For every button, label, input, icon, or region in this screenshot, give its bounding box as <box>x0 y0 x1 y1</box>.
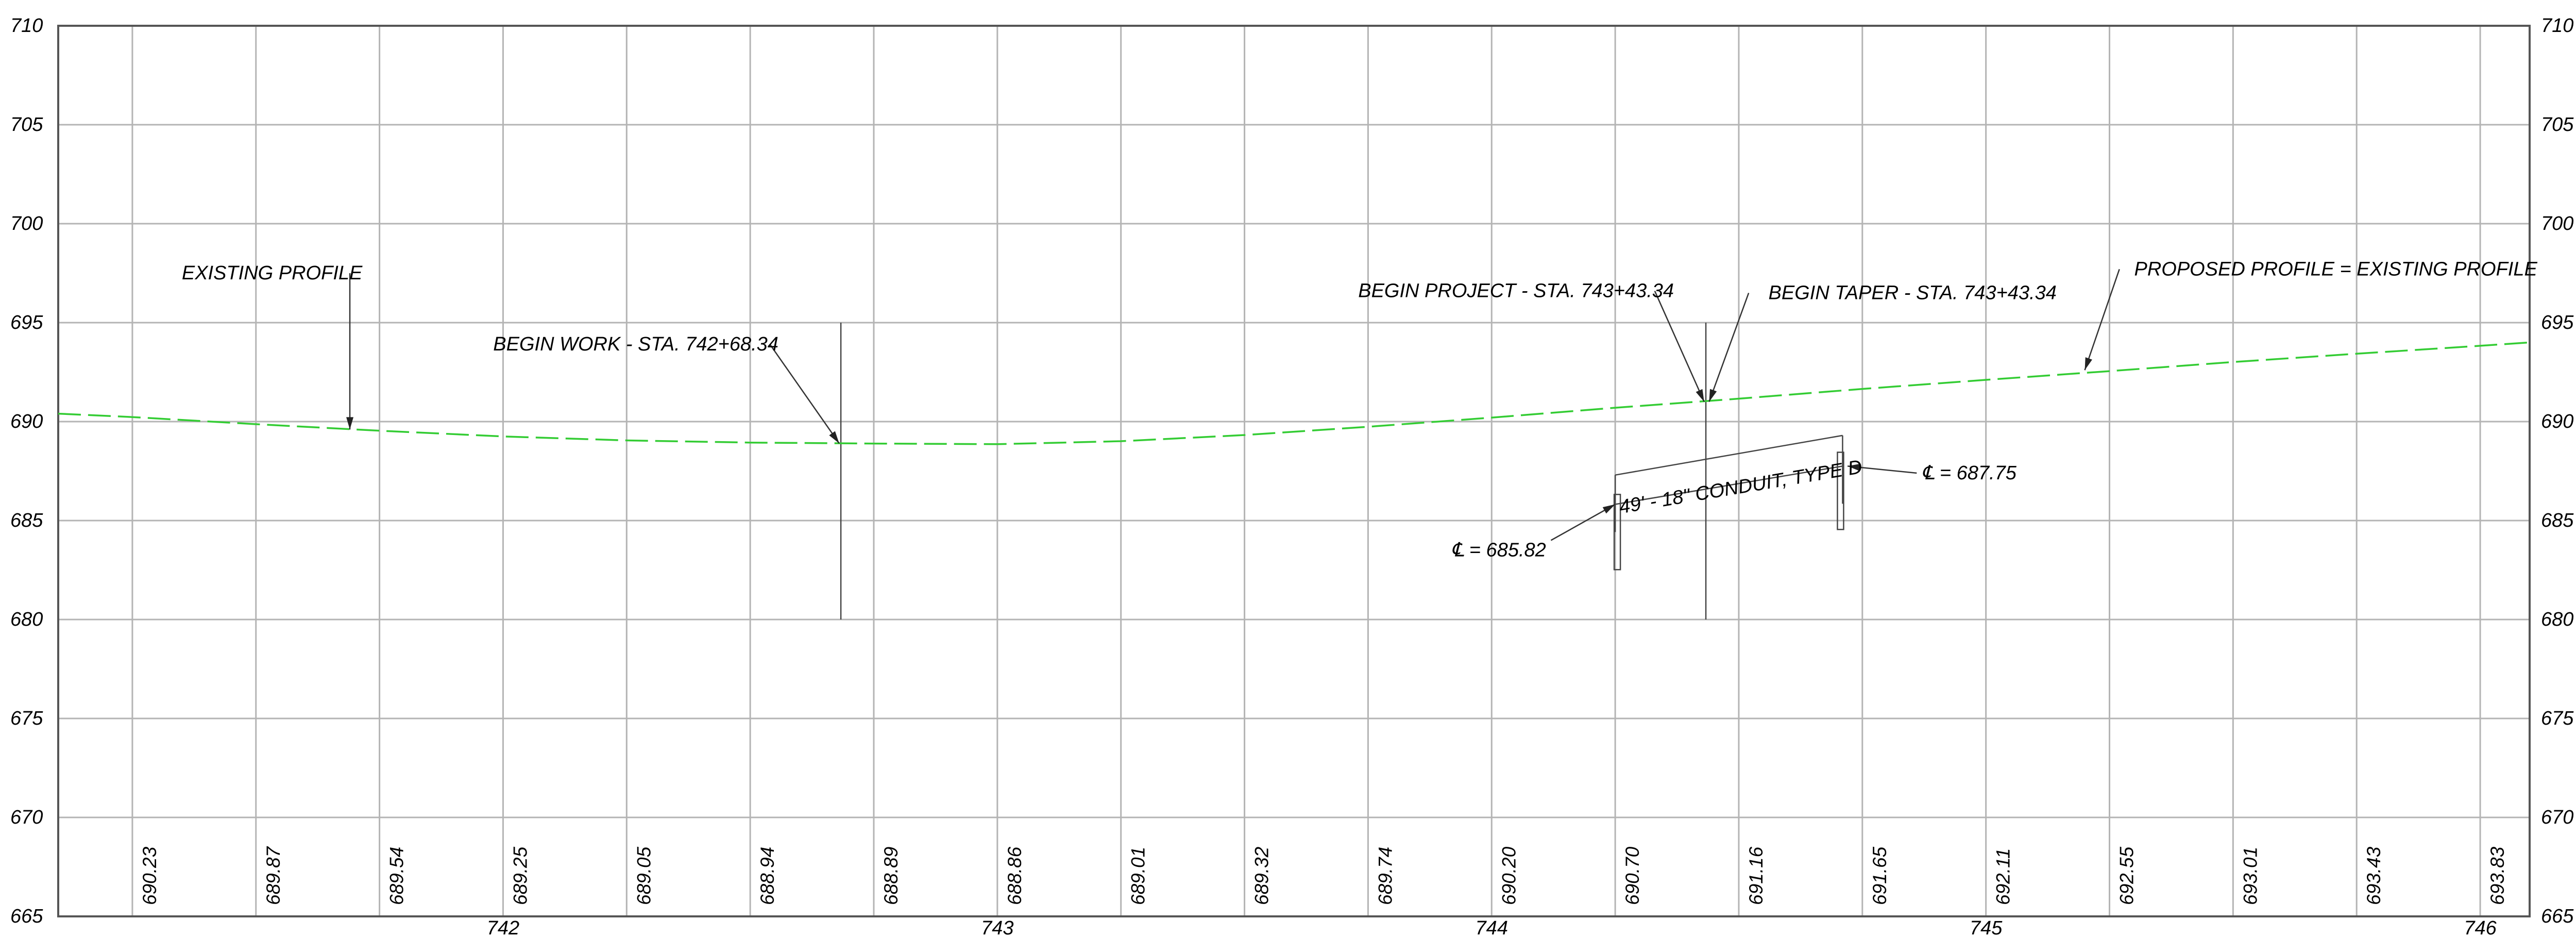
headwall-left <box>1613 494 1621 571</box>
y-tick-label-left: 700 <box>10 213 43 235</box>
annotation-label: BEGIN TAPER - STA. 743+43.34 <box>1769 282 2057 304</box>
y-tick-label-left: 710 <box>10 15 43 37</box>
elevation-label: 692.11 <box>1993 848 2014 905</box>
x-tick-label: 746 <box>2464 917 2497 937</box>
labels: 665 665 670 670 675 675 680 680 685 685 690 690 695 6… <box>10 15 2574 937</box>
annotation-leader <box>1654 291 1705 403</box>
annotation-arrowhead <box>346 417 354 430</box>
elevation-label: 693.83 <box>2487 846 2508 905</box>
y-tick-label-right: 670 <box>2541 807 2573 828</box>
y-tick-label-right: 695 <box>2541 312 2574 333</box>
annotation-arrowhead <box>1709 389 1717 402</box>
x-tick-label: 743 <box>981 917 1013 937</box>
plot-frame <box>57 25 2531 917</box>
elevation-label: 689.01 <box>1128 847 1149 905</box>
annotation-label: BEGIN WORK - STA. 742+68.34 <box>493 333 778 355</box>
y-tick-label-right: 700 <box>2541 213 2573 235</box>
elevation-label: 688.86 <box>1004 846 1025 905</box>
elevation-label: 693.43 <box>2363 846 2384 905</box>
elevation-label: 690.70 <box>1622 846 1643 905</box>
annotation-arrowhead <box>829 431 839 444</box>
elevation-label: 691.65 <box>1869 846 1890 905</box>
elevation-label: 688.94 <box>757 847 778 905</box>
x-tick-label: 744 <box>1476 917 1508 937</box>
elevation-label: 691.16 <box>1745 846 1767 905</box>
grid <box>58 26 2530 916</box>
headwall-right <box>1837 451 1844 530</box>
elevation-label: 690.23 <box>139 846 160 905</box>
elevation-label: 692.55 <box>2116 846 2138 905</box>
y-tick-label-right: 685 <box>2541 510 2574 531</box>
elevation-label: 693.01 <box>2240 847 2261 905</box>
y-tick-label-right: 680 <box>2541 609 2573 630</box>
annotation-arrowhead <box>2084 357 2092 371</box>
conduit-crown-line <box>1615 434 1843 476</box>
x-tick-label: 745 <box>1970 917 2003 937</box>
elevation-label: 689.25 <box>510 846 531 905</box>
y-tick-label-right: 690 <box>2541 411 2573 432</box>
elevation-label: 688.89 <box>880 847 902 905</box>
y-tick-label-left: 665 <box>10 906 43 927</box>
y-tick-label-left: 690 <box>10 411 43 432</box>
y-tick-label-left: 685 <box>10 510 43 531</box>
annotation-label: ℄ = 687.75 <box>1922 462 2017 484</box>
elevation-label: 690.20 <box>1498 846 1519 905</box>
profile-series <box>58 341 2530 445</box>
conduit-section <box>1613 434 1844 571</box>
annotation-label: PROPOSED PROFILE = EXISTING PROFILE <box>2134 258 2537 280</box>
elevation-label: 689.05 <box>633 846 654 905</box>
annotation-leader <box>769 344 840 444</box>
plot-border <box>57 25 2531 917</box>
y-tick-label-right: 710 <box>2541 15 2573 37</box>
y-tick-label-right: 705 <box>2541 114 2574 136</box>
annotation-arrowhead <box>1602 504 1616 514</box>
y-tick-label-left: 705 <box>10 114 43 136</box>
elevation-label: 689.32 <box>1251 846 1273 905</box>
station-markers <box>840 323 1707 620</box>
conduit-invert-line <box>1615 465 1843 505</box>
y-tick-label-left: 670 <box>10 807 43 828</box>
annotation-label: BEGIN PROJECT - STA. 743+43.34 <box>1358 280 1674 302</box>
annotation-leader <box>2084 269 2120 371</box>
y-tick-label-left: 675 <box>10 708 43 729</box>
annotation-label: ℄ = 685.82 <box>1451 540 1546 561</box>
annotation-label: EXISTING PROFILE <box>182 262 363 284</box>
elevation-label: 689.87 <box>263 846 284 905</box>
y-tick-label-left: 680 <box>10 609 43 630</box>
annotation-arrowhead <box>1848 463 1860 471</box>
y-tick-label-right: 665 <box>2541 906 2574 927</box>
y-tick-label-left: 695 <box>10 312 43 333</box>
annotation-leader <box>1708 292 1750 403</box>
elevation-label: 689.74 <box>1375 847 1396 905</box>
conduit-label: 49' - 18" CONDUIT, TYPE D <box>1618 456 1864 518</box>
x-tick-label: 742 <box>487 917 519 937</box>
elevation-label: 689.54 <box>386 847 408 905</box>
annotation-arrowhead <box>1696 389 1704 402</box>
annotation-leaders <box>346 269 2120 541</box>
existing-profile-line <box>58 341 2530 445</box>
y-tick-label-right: 675 <box>2541 708 2574 729</box>
